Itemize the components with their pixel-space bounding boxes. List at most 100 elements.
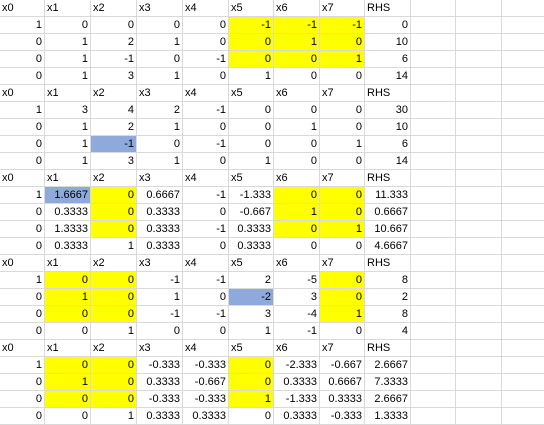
value-cell[interactable]: -0.333	[137, 357, 183, 374]
value-cell[interactable]: 0	[91, 289, 137, 306]
empty-cell[interactable]	[456, 153, 502, 170]
empty-cell[interactable]	[456, 374, 502, 391]
column-header-cell[interactable]: x3	[137, 255, 183, 272]
column-header-cell[interactable]: x0	[0, 0, 45, 17]
value-cell[interactable]: 3	[91, 68, 137, 85]
value-cell[interactable]: 1	[320, 221, 365, 238]
value-cell[interactable]: 0	[45, 323, 91, 340]
empty-cell[interactable]	[456, 85, 502, 102]
value-cell[interactable]: 1	[45, 68, 91, 85]
column-header-cell[interactable]: x7	[320, 170, 365, 187]
empty-cell[interactable]	[411, 0, 456, 17]
value-cell[interactable]: 0	[320, 323, 365, 340]
value-cell[interactable]: -4	[274, 306, 320, 323]
column-header-cell[interactable]: x5	[229, 0, 274, 17]
value-cell[interactable]: 2	[229, 272, 274, 289]
value-cell[interactable]: 1	[229, 323, 274, 340]
value-cell[interactable]: 0	[183, 238, 229, 255]
value-cell[interactable]: 0	[320, 68, 365, 85]
empty-cell[interactable]	[456, 289, 502, 306]
column-header-cell[interactable]: x3	[137, 170, 183, 187]
value-cell[interactable]: 11.333	[365, 187, 411, 204]
column-header-cell[interactable]: x1	[45, 85, 91, 102]
column-header-cell[interactable]: x6	[274, 340, 320, 357]
value-cell[interactable]: 14	[365, 153, 411, 170]
empty-cell[interactable]	[502, 102, 544, 119]
empty-cell[interactable]	[456, 272, 502, 289]
value-cell[interactable]: 3	[274, 289, 320, 306]
empty-cell[interactable]	[411, 221, 456, 238]
empty-cell[interactable]	[502, 170, 544, 187]
value-cell[interactable]: 2.6667	[365, 357, 411, 374]
column-header-cell[interactable]: x1	[45, 0, 91, 17]
value-cell[interactable]: 1	[137, 153, 183, 170]
value-cell[interactable]: -1	[183, 136, 229, 153]
value-cell[interactable]: 0.3333	[229, 221, 274, 238]
empty-cell[interactable]	[456, 119, 502, 136]
value-cell[interactable]: 0	[91, 17, 137, 34]
empty-cell[interactable]	[502, 408, 544, 425]
value-cell[interactable]: 0	[183, 204, 229, 221]
value-cell[interactable]: -1	[183, 51, 229, 68]
empty-cell[interactable]	[502, 34, 544, 51]
value-cell[interactable]: 0	[0, 374, 45, 391]
column-header-cell[interactable]: x5	[229, 170, 274, 187]
value-cell[interactable]: 0	[274, 68, 320, 85]
value-cell[interactable]: 0	[137, 17, 183, 34]
value-cell[interactable]: -5	[274, 272, 320, 289]
empty-cell[interactable]	[411, 153, 456, 170]
value-cell[interactable]: -1	[183, 306, 229, 323]
column-header-cell[interactable]: x7	[320, 340, 365, 357]
column-header-cell[interactable]: x0	[0, 170, 45, 187]
empty-cell[interactable]	[411, 289, 456, 306]
column-header-cell[interactable]: x3	[137, 0, 183, 17]
column-header-cell[interactable]: x1	[45, 255, 91, 272]
column-header-cell[interactable]: x2	[91, 340, 137, 357]
value-cell[interactable]: 0	[183, 119, 229, 136]
empty-cell[interactable]	[502, 0, 544, 17]
value-cell[interactable]: -0.333	[137, 391, 183, 408]
value-cell[interactable]: 0.3333	[45, 204, 91, 221]
value-cell[interactable]: 0	[45, 357, 91, 374]
empty-cell[interactable]	[502, 85, 544, 102]
value-cell[interactable]: -0.667	[183, 374, 229, 391]
value-cell[interactable]: 30	[365, 102, 411, 119]
empty-cell[interactable]	[456, 17, 502, 34]
column-header-cell[interactable]: x6	[274, 85, 320, 102]
value-cell[interactable]: 2	[91, 119, 137, 136]
value-cell[interactable]: 0	[229, 102, 274, 119]
empty-cell[interactable]	[411, 374, 456, 391]
empty-cell[interactable]	[456, 34, 502, 51]
empty-cell[interactable]	[502, 289, 544, 306]
value-cell[interactable]: 10	[365, 119, 411, 136]
value-cell[interactable]: 0	[183, 153, 229, 170]
value-cell[interactable]: 1	[320, 136, 365, 153]
value-cell[interactable]: 0	[45, 17, 91, 34]
column-header-cell[interactable]: x2	[91, 170, 137, 187]
value-cell[interactable]: -1	[320, 17, 365, 34]
value-cell[interactable]: -1	[137, 306, 183, 323]
empty-cell[interactable]	[456, 306, 502, 323]
value-cell[interactable]: 0	[320, 272, 365, 289]
empty-cell[interactable]	[411, 391, 456, 408]
value-cell[interactable]: 0.6667	[137, 187, 183, 204]
value-cell[interactable]: 1	[45, 51, 91, 68]
value-cell[interactable]: 1	[45, 289, 91, 306]
value-cell[interactable]: -1	[137, 272, 183, 289]
value-cell[interactable]: 0	[229, 119, 274, 136]
value-cell[interactable]: 4.6667	[365, 238, 411, 255]
value-cell[interactable]: 4	[91, 102, 137, 119]
column-header-cell[interactable]: x7	[320, 0, 365, 17]
value-cell[interactable]: 1.3333	[45, 221, 91, 238]
empty-cell[interactable]	[456, 221, 502, 238]
value-cell[interactable]: 0	[0, 323, 45, 340]
value-cell[interactable]: 1.3333	[365, 408, 411, 425]
empty-cell[interactable]	[411, 85, 456, 102]
value-cell[interactable]: 2.6667	[365, 391, 411, 408]
value-cell[interactable]: 0	[183, 323, 229, 340]
empty-cell[interactable]	[456, 391, 502, 408]
empty-cell[interactable]	[411, 306, 456, 323]
empty-cell[interactable]	[411, 187, 456, 204]
column-header-cell[interactable]: x2	[91, 255, 137, 272]
value-cell[interactable]: 1	[45, 153, 91, 170]
